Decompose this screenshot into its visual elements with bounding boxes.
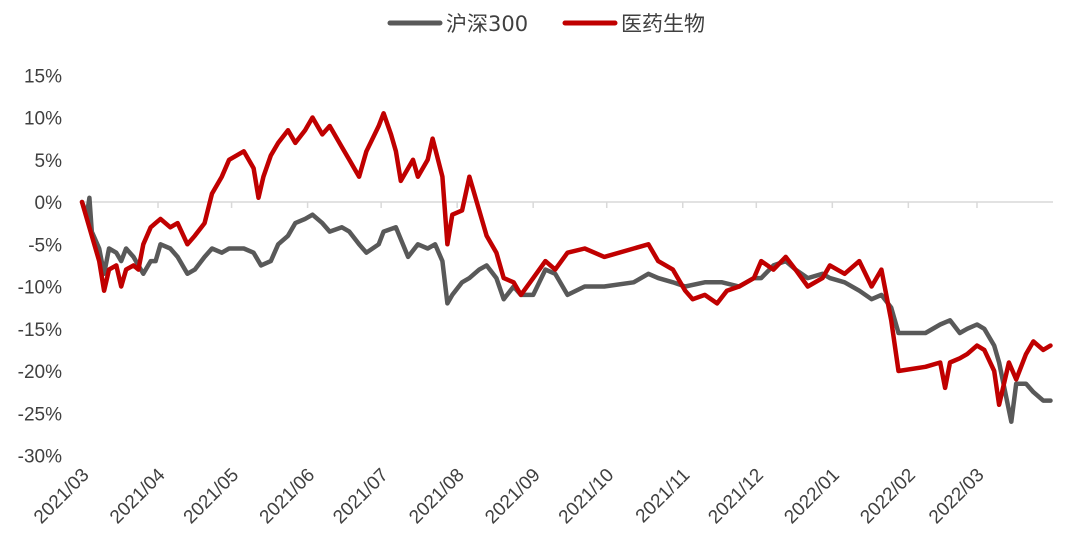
x-tick-label: 2021/11 — [632, 465, 694, 527]
x-tick-label: 2021/06 — [256, 465, 319, 528]
y-tick-label: 0% — [35, 193, 63, 214]
x-tick-label: 2021/07 — [329, 465, 392, 528]
legend-label-hs300: 沪深300 — [446, 12, 528, 36]
y-tick-label: -30% — [18, 447, 62, 468]
y-tick-label: 15% — [24, 66, 62, 87]
y-tick-label: -25% — [18, 404, 62, 425]
y-tick-label: -5% — [28, 235, 62, 256]
x-tick-label: 2022/03 — [925, 465, 988, 528]
y-tick-label: -15% — [18, 320, 62, 341]
x-tick-label: 2022/01 — [780, 465, 843, 528]
y-axis: 15% 10% 5% 0% -5% -10% -15% -20% -25% -30% — [18, 66, 62, 467]
x-tick-label: 2021/08 — [405, 465, 468, 528]
x-tick-label: 2021/09 — [481, 465, 544, 528]
y-tick-label: -20% — [18, 362, 62, 383]
x-tick-label: 2021/04 — [106, 464, 170, 528]
y-tick-label: -10% — [18, 278, 62, 299]
x-tick-label: 2021/10 — [555, 465, 618, 528]
x-tick-label: 2021/03 — [30, 465, 93, 528]
series-line-pharma — [79, 111, 1053, 408]
x-tick-label: 2021/12 — [704, 465, 767, 528]
x-tick-label: 2021/05 — [180, 465, 243, 528]
chart-legend: 沪深300 医药生物 — [387, 12, 705, 36]
series-line-hs300 — [79, 195, 1053, 424]
y-tick-label: 10% — [24, 109, 62, 130]
series-layer — [79, 111, 1053, 424]
legend-label-pharma: 医药生物 — [621, 12, 705, 36]
x-tick-label: 2022/02 — [856, 465, 919, 528]
y-tick-label: 5% — [35, 151, 63, 172]
